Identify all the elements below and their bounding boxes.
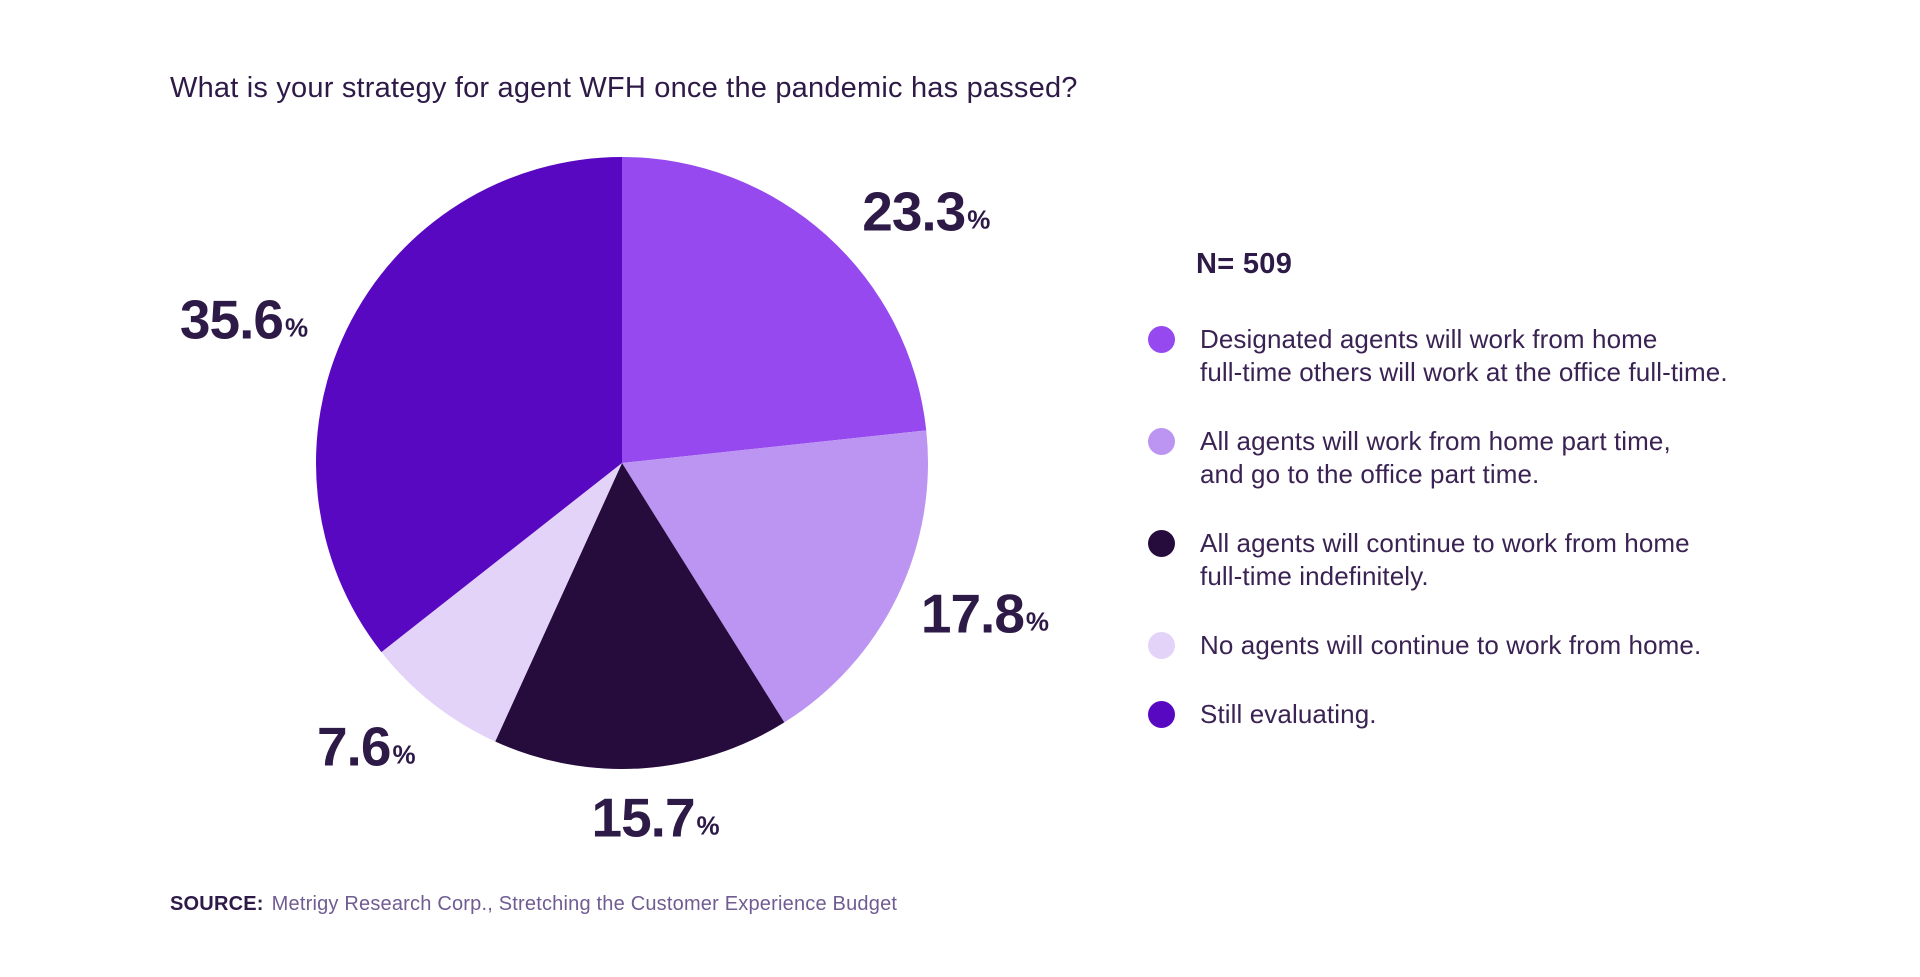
legend-label-line: and go to the office part time.: [1200, 459, 1540, 489]
legend-label-line: All agents will continue to work from ho…: [1200, 528, 1690, 558]
value-number: 35.6: [179, 288, 284, 351]
source-prefix: SOURCE:: [170, 893, 264, 915]
pie-slice-value-1: 17.8%: [921, 586, 1049, 641]
pie-slice-value-0: 23.3%: [862, 184, 991, 240]
legend-label-line: full-time others will work at the office…: [1200, 357, 1728, 387]
percent-sign: %: [1025, 606, 1050, 637]
legend-label-line: Designated agents will work from home: [1200, 324, 1658, 354]
legend-label-line: All agents will work from home part time…: [1200, 426, 1671, 456]
legend-label-line: full-time indefinitely.: [1200, 561, 1429, 591]
legend-item-1: All agents will work from home part time…: [1148, 425, 1768, 491]
value-number: 7.6: [316, 715, 391, 778]
legend-item-0: Designated agents will work from home ful…: [1148, 323, 1768, 389]
pie-slice-value-4: 35.6%: [180, 292, 309, 348]
sample-size-label: N= 509: [1196, 248, 1293, 280]
legend-item-3: No agents will continue to work from hom…: [1148, 629, 1768, 662]
pie-slice-value-2: 15.7%: [591, 790, 720, 846]
source-text: Metrigy Research Corp., Stretching the C…: [271, 893, 898, 915]
legend-label-line: No agents will continue to work from hom…: [1200, 630, 1702, 660]
legend-item-label: Still evaluating.: [1200, 698, 1377, 731]
source-note: SOURCE: Metrigy Research Corp., Stretchin…: [170, 893, 897, 916]
pie-slice-3: [381, 463, 622, 742]
legend-dot-icon: [1148, 701, 1175, 728]
legend-item-2: All agents will continue to work from ho…: [1148, 527, 1768, 593]
legend-item-label: Designated agents will work from home ful…: [1200, 323, 1728, 389]
legend-item-label: No agents will continue to work from hom…: [1200, 629, 1701, 662]
legend-label-line: Still evaluating.: [1200, 699, 1377, 729]
pie-slice-0: [622, 157, 927, 463]
value-number: 17.8: [920, 582, 1025, 645]
value-number: 23.3: [862, 180, 966, 243]
percent-sign: %: [967, 204, 991, 235]
pie-slice-4: [316, 157, 622, 653]
legend-dot-icon: [1148, 326, 1175, 353]
legend-dot-icon: [1148, 428, 1175, 455]
pie-slice-2: [495, 463, 785, 769]
legend-items: Designated agents will work from home ful…: [1148, 323, 1768, 731]
legend-dot-icon: [1148, 632, 1175, 659]
pie-chart: [316, 157, 928, 769]
legend-item-4: Still evaluating.: [1148, 698, 1768, 731]
chart-title: What is your strategy for agent WFH once…: [170, 72, 1078, 104]
value-number: 15.7: [591, 786, 695, 849]
legend-item-label: All agents will work from home part time…: [1200, 425, 1671, 491]
pie-slice-1: [622, 430, 928, 723]
pie-slice-value-3: 7.6%: [317, 719, 416, 775]
legend-item-label: All agents will continue to work from ho…: [1200, 527, 1690, 593]
legend-dot-icon: [1148, 530, 1175, 557]
percent-sign: %: [392, 739, 416, 770]
percent-sign: %: [696, 810, 720, 841]
percent-sign: %: [284, 312, 309, 343]
legend: N= 509 Designated agents will work from …: [1148, 248, 1768, 767]
